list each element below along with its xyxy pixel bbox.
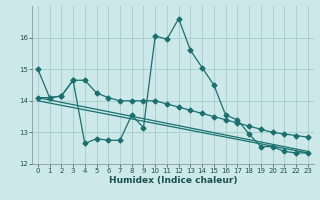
- X-axis label: Humidex (Indice chaleur): Humidex (Indice chaleur): [108, 176, 237, 185]
